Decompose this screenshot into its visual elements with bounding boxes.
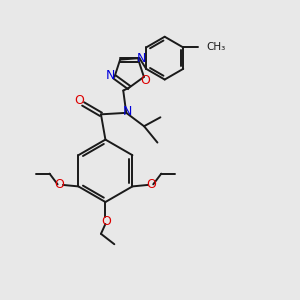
Text: N: N	[123, 105, 132, 118]
Text: O: O	[54, 178, 64, 191]
Text: O: O	[140, 74, 150, 87]
Text: O: O	[75, 94, 85, 107]
Text: N: N	[137, 52, 146, 64]
Text: N: N	[106, 69, 116, 82]
Text: O: O	[101, 215, 111, 228]
Text: CH₃: CH₃	[206, 42, 226, 52]
Text: O: O	[146, 178, 156, 191]
